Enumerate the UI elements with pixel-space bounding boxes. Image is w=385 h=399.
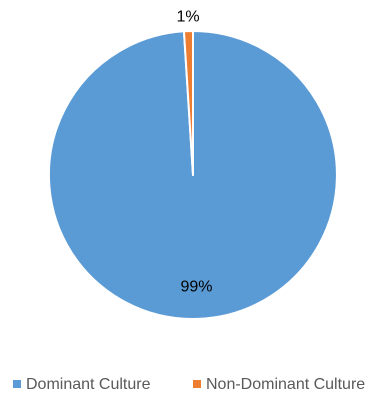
legend-swatch-dominant-culture: [13, 380, 21, 388]
pie-slice-non-dominant-culture: [182, 29, 194, 176]
legend: Dominant Culture Non-Dominant Culture: [13, 376, 365, 393]
data-label-non-dominant-culture: 1%: [176, 8, 199, 25]
legend-label-non-dominant-culture: Non-Dominant Culture: [206, 376, 365, 393]
legend-label-dominant-culture: Dominant Culture: [26, 376, 151, 393]
data-label-dominant-culture: 99%: [180, 279, 212, 296]
pie-slices: [47, 29, 338, 320]
data-labels: 99% 1%: [176, 8, 212, 295]
legend-swatch-non-dominant-culture: [193, 380, 201, 388]
